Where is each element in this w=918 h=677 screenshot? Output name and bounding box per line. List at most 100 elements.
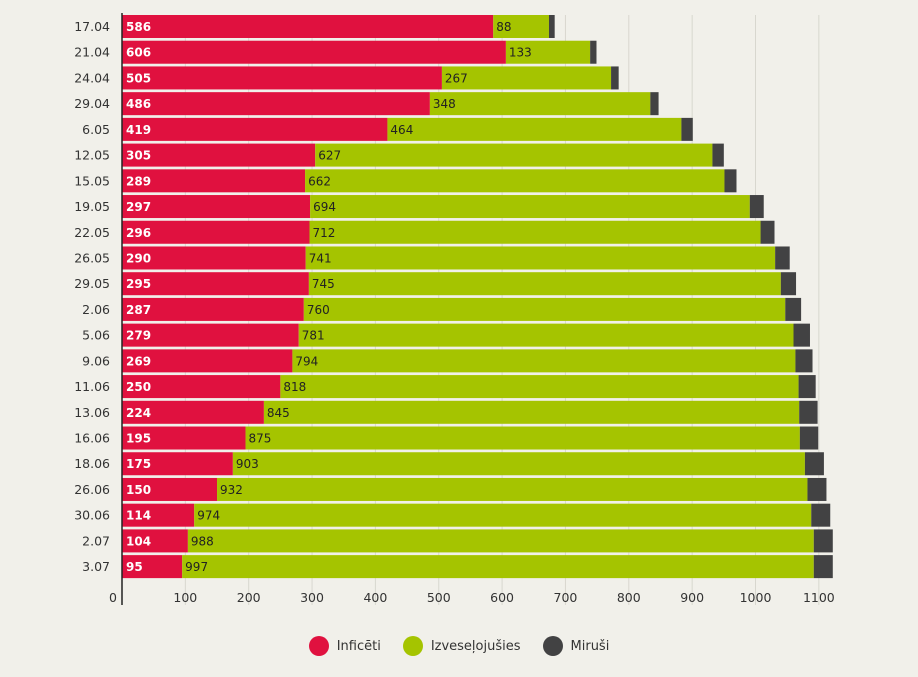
bar-deceased <box>813 529 833 553</box>
category-label: 6.05 <box>82 122 110 137</box>
x-tick-label: 900 <box>680 590 704 605</box>
bar-infected <box>122 400 264 424</box>
legend-item-infected: Inficēti <box>308 636 381 656</box>
bar-recovered <box>232 452 805 476</box>
legend-item-recovered: Izveseļojušies <box>402 636 521 656</box>
category-label: 21.04 <box>74 45 110 60</box>
data-label-recovered: 781 <box>302 329 325 343</box>
data-label-infected: 269 <box>126 354 151 368</box>
x-tick-label: 500 <box>427 590 451 605</box>
category-label: 30.06 <box>74 508 110 523</box>
bar-recovered <box>187 529 814 553</box>
data-label-recovered: 845 <box>267 406 290 420</box>
bar-recovered <box>217 477 808 501</box>
data-label-recovered: 875 <box>249 432 272 446</box>
bar-infected <box>122 349 293 373</box>
bar-deceased <box>681 117 693 141</box>
legend-swatch-deceased <box>542 636 563 656</box>
legend-item-deceased: Miruši <box>542 636 609 656</box>
category-label: 3.07 <box>82 559 110 574</box>
data-label-recovered: 741 <box>309 251 332 265</box>
x-tick-label: 300 <box>300 590 324 605</box>
bar-recovered <box>245 426 800 450</box>
x-tick-label: 1000 <box>740 590 772 605</box>
category-label: 17.04 <box>74 19 110 34</box>
data-label-infected: 287 <box>126 303 151 317</box>
category-label: 19.05 <box>74 199 110 214</box>
bar-recovered <box>305 169 725 193</box>
bar-recovered <box>298 323 794 347</box>
bar-infected <box>122 92 430 116</box>
category-label: 18.06 <box>74 456 110 471</box>
data-label-infected: 150 <box>126 483 151 497</box>
bar-deceased <box>795 349 813 373</box>
bar-infected <box>122 195 311 219</box>
bar-deceased <box>799 426 819 450</box>
data-label-recovered: 694 <box>313 200 336 214</box>
data-label-recovered: 760 <box>307 303 330 317</box>
bar-infected <box>122 323 299 347</box>
data-label-infected: 296 <box>126 226 151 240</box>
bar-deceased <box>749 195 764 219</box>
bar-infected <box>122 477 218 501</box>
bar-recovered <box>429 92 651 116</box>
bar-deceased <box>724 169 737 193</box>
category-label: 11.06 <box>74 379 110 394</box>
bar-deceased <box>798 375 816 399</box>
x-axis-ticks: 0 100 200 300 400 500 600 700 800 900 1000 1100 <box>109 590 835 605</box>
category-label: 29.04 <box>74 96 110 111</box>
legend: Inficēti Izveseļojušies Miruši <box>0 636 918 656</box>
bar-infected <box>122 15 494 38</box>
data-label-recovered: 794 <box>295 354 318 368</box>
bar-deceased <box>712 143 724 167</box>
data-label-recovered: 662 <box>308 174 331 188</box>
bar-recovered <box>194 503 812 527</box>
bar-infected <box>122 529 188 553</box>
bar-infected <box>122 220 310 244</box>
bar-recovered <box>305 246 776 270</box>
category-label: 12.05 <box>74 148 110 163</box>
category-label: 9.06 <box>82 353 110 368</box>
data-label-infected: 279 <box>126 329 151 343</box>
data-label-recovered: 745 <box>312 277 335 291</box>
data-label-recovered: 974 <box>197 509 220 523</box>
data-label-infected: 295 <box>126 277 151 291</box>
data-label-infected: 289 <box>126 174 151 188</box>
category-label: 2.06 <box>82 302 110 317</box>
data-label-infected: 114 <box>126 509 151 523</box>
data-label-infected: 175 <box>126 457 151 471</box>
bar-deceased <box>611 66 619 90</box>
data-label-infected: 486 <box>126 97 151 111</box>
data-label-recovered: 267 <box>445 71 468 85</box>
bar-infected <box>122 66 442 90</box>
bar-infected <box>122 375 281 399</box>
category-label: 26.06 <box>74 482 110 497</box>
bars: 586 88 606 133 505 267 486 348 419 464 305 627 289 66… <box>122 15 833 579</box>
data-label-recovered: 932 <box>220 483 243 497</box>
legend-swatch-infected <box>308 636 329 656</box>
data-label-infected: 586 <box>126 20 151 34</box>
bar-infected <box>122 40 506 64</box>
category-label: 22.05 <box>74 225 110 240</box>
legend-label-infected: Inficēti <box>336 638 381 654</box>
bar-deceased <box>807 477 827 501</box>
bar-recovered <box>315 143 713 167</box>
bar-deceased <box>811 503 831 527</box>
data-label-recovered: 988 <box>191 534 214 548</box>
data-label-recovered: 627 <box>318 149 341 163</box>
bar-recovered <box>441 66 612 90</box>
bar-deceased <box>780 272 797 296</box>
bar-deceased <box>760 220 775 244</box>
data-label-infected: 505 <box>126 71 151 85</box>
bar-infected <box>122 169 306 193</box>
bar-deceased <box>785 297 802 321</box>
data-label-recovered: 818 <box>283 380 306 394</box>
bar-deceased <box>813 555 833 579</box>
bar-recovered <box>182 555 814 579</box>
bar-deceased <box>799 400 818 424</box>
bar-infected <box>122 117 388 141</box>
legend-label-recovered: Izveseļojušies <box>430 638 521 654</box>
data-label-infected: 195 <box>126 432 151 446</box>
category-label: 29.05 <box>74 276 110 291</box>
